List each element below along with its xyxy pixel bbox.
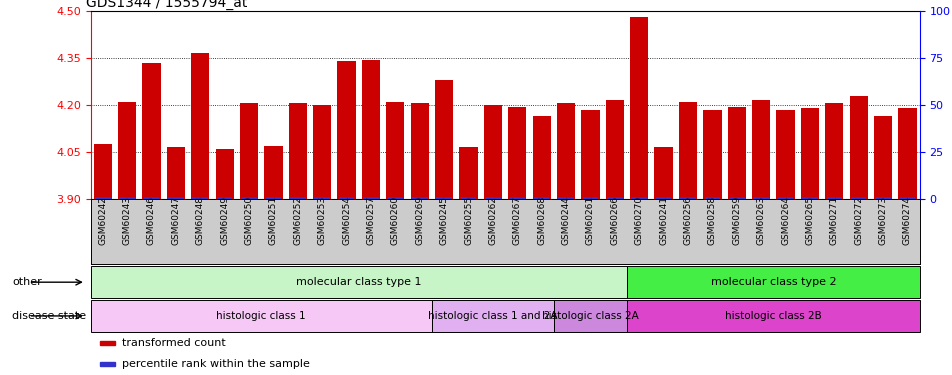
Bar [485, 197, 500, 199]
Bar [558, 197, 573, 199]
FancyBboxPatch shape [90, 300, 431, 332]
Bar [776, 110, 794, 199]
Bar [484, 105, 502, 199]
FancyBboxPatch shape [553, 300, 626, 332]
Bar [460, 197, 476, 199]
Bar [629, 18, 647, 199]
Bar [704, 197, 720, 199]
Bar [825, 197, 842, 199]
Bar [312, 105, 331, 199]
Bar [532, 116, 550, 199]
Bar [581, 110, 599, 199]
Bar [93, 144, 111, 199]
FancyBboxPatch shape [90, 266, 626, 298]
Text: percentile rank within the sample: percentile rank within the sample [122, 359, 309, 369]
Text: GDS1344 / 1555794_at: GDS1344 / 1555794_at [87, 0, 248, 10]
Bar [848, 96, 867, 199]
Text: other: other [12, 277, 42, 287]
Bar [655, 197, 670, 199]
Bar [703, 110, 721, 199]
Bar [241, 197, 256, 199]
Bar [142, 63, 161, 199]
Bar [899, 197, 914, 199]
Bar [459, 147, 477, 199]
Text: transformed count: transformed count [122, 338, 226, 348]
Bar [387, 197, 403, 199]
Bar [191, 53, 209, 199]
Bar [167, 147, 185, 199]
Bar [363, 197, 378, 199]
Bar [410, 104, 428, 199]
Bar [824, 104, 843, 199]
Bar [362, 60, 380, 199]
Bar [95, 197, 110, 199]
Bar [533, 197, 549, 199]
Bar [873, 116, 891, 199]
Bar [777, 197, 792, 199]
Bar [118, 102, 136, 199]
Bar [144, 197, 159, 199]
Text: molecular class type 2: molecular class type 2 [710, 277, 835, 287]
Bar [289, 197, 306, 199]
Bar [802, 197, 817, 199]
Text: histologic class 2B: histologic class 2B [724, 311, 821, 321]
Bar [753, 197, 768, 199]
Text: histologic class 2A: histologic class 2A [542, 311, 638, 321]
Bar [411, 197, 427, 199]
Bar [434, 80, 453, 199]
Bar [337, 61, 355, 199]
Bar [874, 197, 890, 199]
Text: histologic class 1 and 2A: histologic class 1 and 2A [427, 311, 557, 321]
Bar [436, 197, 451, 199]
Bar [800, 108, 818, 199]
Text: histologic class 1: histologic class 1 [216, 311, 306, 321]
Bar [582, 197, 598, 199]
Bar [751, 100, 769, 199]
Bar [339, 197, 354, 199]
Text: disease state: disease state [12, 311, 87, 321]
Bar [728, 197, 744, 199]
Bar [215, 149, 233, 199]
Bar [168, 197, 184, 199]
Bar [509, 197, 525, 199]
Bar [678, 102, 697, 199]
Bar [314, 197, 329, 199]
Bar [605, 100, 624, 199]
Bar [654, 147, 672, 199]
Bar [726, 106, 745, 199]
Bar [898, 108, 916, 199]
Bar [288, 104, 307, 199]
FancyBboxPatch shape [626, 266, 919, 298]
Bar [266, 197, 281, 199]
Bar [850, 197, 865, 199]
Bar [119, 197, 135, 199]
Bar [386, 102, 404, 199]
Bar [217, 197, 232, 199]
Bar [192, 197, 208, 199]
FancyBboxPatch shape [431, 300, 553, 332]
Bar [631, 197, 646, 199]
Bar [606, 197, 622, 199]
Bar [240, 104, 258, 199]
Bar [264, 146, 283, 199]
Bar [680, 197, 695, 199]
FancyBboxPatch shape [626, 300, 919, 332]
Text: molecular class type 1: molecular class type 1 [296, 277, 421, 287]
Bar [507, 106, 526, 199]
Bar [556, 104, 575, 199]
